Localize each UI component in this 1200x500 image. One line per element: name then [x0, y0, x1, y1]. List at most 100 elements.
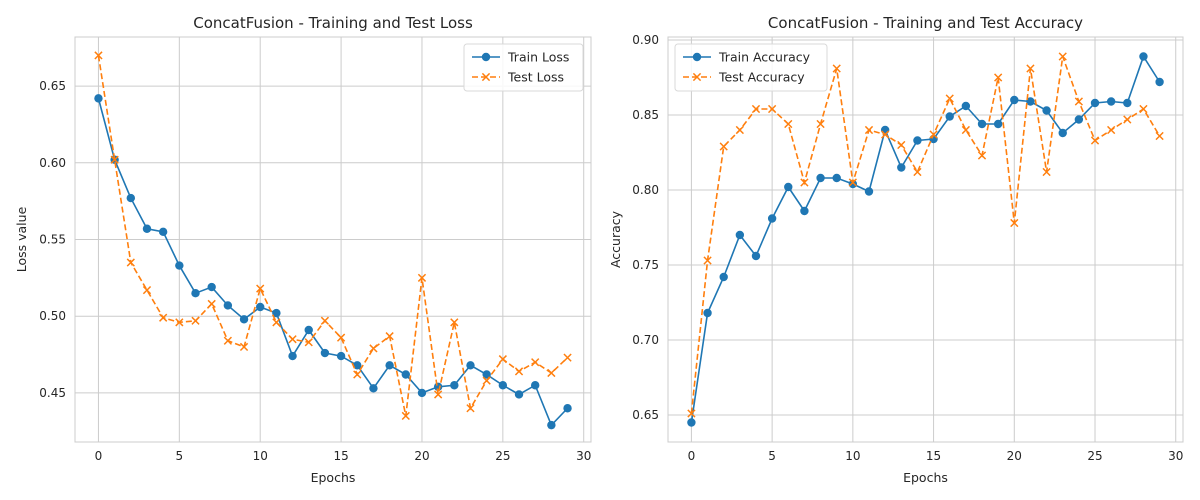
- series-line-0: [690, 54, 1161, 423]
- data-point: [1042, 106, 1051, 115]
- data-point: [703, 256, 712, 265]
- data-point: [961, 125, 970, 135]
- data-point: [687, 418, 696, 427]
- data-point: [929, 130, 938, 139]
- x-axis-label: Epochs: [311, 470, 356, 485]
- legend-label: Train Accuracy: [718, 50, 811, 65]
- data-point: [563, 353, 572, 362]
- data-point: [751, 251, 761, 261]
- data-point: [239, 342, 249, 352]
- data-point: [223, 301, 233, 310]
- legend-label: Train Loss: [507, 50, 569, 65]
- data-point: [977, 119, 987, 129]
- data-point: [1074, 97, 1084, 106]
- data-point: [800, 206, 809, 216]
- x-tick-label: 15: [333, 449, 348, 463]
- data-point: [1010, 95, 1019, 105]
- data-point: [880, 125, 890, 135]
- y-tick-label: 0.90: [632, 33, 659, 47]
- data-point: [304, 338, 313, 347]
- data-point: [369, 344, 378, 353]
- data-point: [385, 332, 394, 341]
- data-point: [158, 227, 168, 237]
- data-point: [126, 258, 135, 267]
- data-point: [353, 361, 362, 370]
- data-point: [832, 64, 841, 73]
- data-point: [1026, 64, 1035, 73]
- data-point: [401, 370, 410, 379]
- data-point: [482, 376, 491, 385]
- data-point: [256, 302, 265, 312]
- legend: Train Loss Test Loss: [463, 43, 584, 92]
- legend-marker: [692, 52, 702, 62]
- plot-frame: [667, 36, 1184, 443]
- y-tick-label: 0.85: [632, 108, 659, 122]
- x-tick-label: 25: [1087, 449, 1102, 463]
- data-point: [993, 119, 1003, 129]
- legend-frame: [463, 43, 584, 92]
- x-tick-label: 5: [768, 449, 776, 463]
- data-point: [434, 390, 443, 399]
- data-point: [719, 272, 728, 282]
- data-point: [547, 368, 556, 378]
- data-point: [1139, 52, 1148, 61]
- data-point: [913, 167, 922, 177]
- data-point: [1155, 77, 1164, 87]
- data-point: [784, 119, 793, 129]
- accuracy-chart: 0 5 10 15 20 25 30 0.65 0.70 0.75 0.80 0.85 0.90 Conc…: [608, 14, 1184, 485]
- data-point: [320, 316, 330, 325]
- x-tick-label: 25: [495, 449, 510, 463]
- x-tick-label: 20: [414, 449, 429, 463]
- data-point: [864, 187, 874, 196]
- y-tick-label: 0.55: [39, 233, 66, 247]
- data-point: [531, 358, 540, 367]
- data-point: [848, 179, 858, 189]
- y-axis-label: Accuracy: [608, 210, 623, 268]
- data-point: [1010, 218, 1019, 228]
- data-point: [735, 125, 744, 135]
- data-point: [450, 381, 459, 390]
- data-point: [385, 361, 394, 370]
- data-point: [223, 336, 232, 345]
- data-point: [977, 151, 987, 160]
- x-tick-label: 20: [1007, 449, 1022, 463]
- data-point: [466, 361, 475, 370]
- data-point: [530, 381, 540, 390]
- data-point: [1026, 97, 1035, 106]
- data-point: [1090, 98, 1100, 108]
- data-point: [1107, 125, 1116, 135]
- data-point: [417, 388, 427, 398]
- data-point: [207, 299, 216, 309]
- data-point: [767, 104, 777, 114]
- data-point: [897, 140, 906, 150]
- data-point: [864, 125, 874, 135]
- data-point: [401, 411, 410, 421]
- chart-title: ConcatFusion - Training and Test Accurac…: [768, 14, 1083, 32]
- data-point: [466, 404, 475, 413]
- data-point: [913, 136, 922, 145]
- data-point: [1074, 115, 1084, 124]
- data-point: [945, 94, 954, 103]
- data-point: [288, 335, 297, 344]
- series-line-1: [97, 55, 569, 417]
- y-tick-label: 0.50: [39, 309, 66, 323]
- data-point: [848, 178, 857, 187]
- data-point: [498, 381, 508, 390]
- data-point: [1090, 136, 1100, 145]
- data-point: [816, 119, 825, 129]
- y-tick-label: 0.80: [632, 183, 659, 197]
- y-tick-label: 0.70: [632, 333, 659, 347]
- data-point: [816, 173, 825, 183]
- data-point: [832, 173, 841, 183]
- y-tick-label: 0.60: [39, 156, 66, 170]
- y-tick-label: 0.65: [39, 79, 66, 93]
- data-point: [703, 308, 712, 318]
- y-tick-label: 0.45: [39, 386, 66, 400]
- data-point: [304, 325, 313, 335]
- data-point: [514, 367, 524, 376]
- legend-label: Test Accuracy: [718, 70, 805, 85]
- data-point: [110, 155, 119, 164]
- data-point: [175, 318, 184, 327]
- data-point: [320, 348, 330, 358]
